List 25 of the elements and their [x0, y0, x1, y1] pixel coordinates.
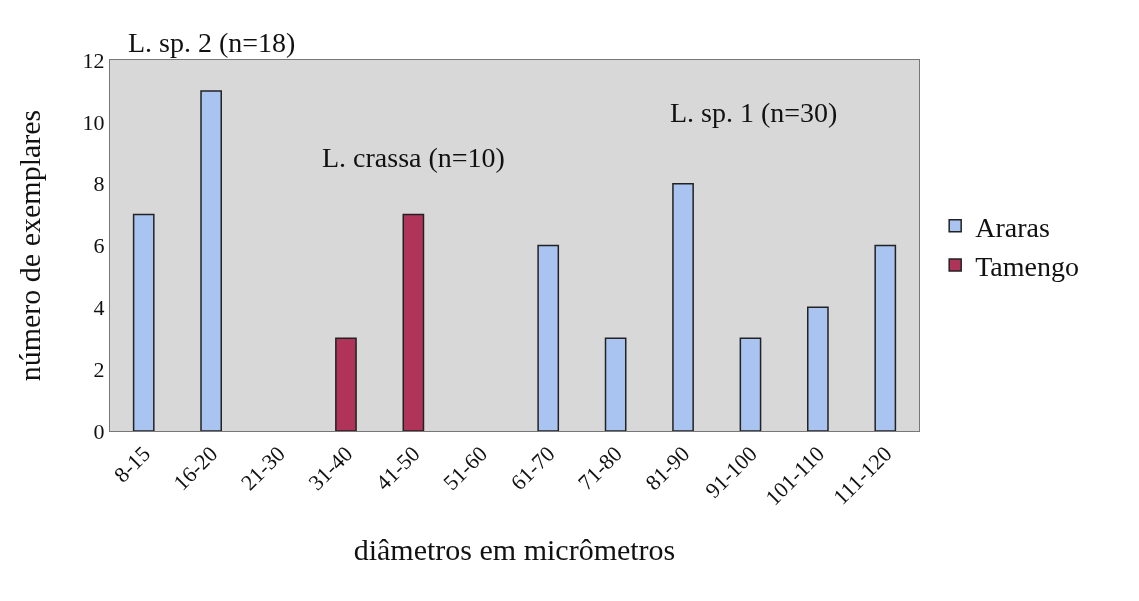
bar [132, 213, 155, 431]
legend-label: Araras [975, 211, 1050, 243]
annotation: L. crassa (n=10) [322, 142, 505, 173]
text: L. sp. 2 (n=18) [128, 27, 296, 58]
bar [335, 337, 357, 431]
legend-label: Tamengo [975, 251, 1079, 283]
x-axis-title: diâmetros em micrômetros [353, 533, 676, 567]
y-tick-label: 2 [93, 356, 105, 382]
y-tick-label: 10 [82, 109, 105, 135]
bar [537, 244, 560, 431]
bar [672, 182, 694, 431]
bar [200, 90, 222, 431]
y-axis-title: número de exemplares [13, 109, 46, 382]
annotation: L. sp. 1 (n=30) [670, 97, 838, 128]
bar [807, 306, 829, 431]
bar [402, 213, 425, 431]
y-tick-label: 6 [93, 233, 105, 259]
y-tick-label: 8 [93, 171, 105, 197]
bar [604, 337, 627, 431]
bar [739, 337, 762, 431]
x-tick-label: 8-15 [108, 441, 156, 488]
y-tick-label: 12 [82, 47, 105, 73]
bar [874, 244, 897, 431]
y-tick-label: 4 [93, 295, 105, 321]
y-tick-label: 0 [93, 418, 105, 444]
